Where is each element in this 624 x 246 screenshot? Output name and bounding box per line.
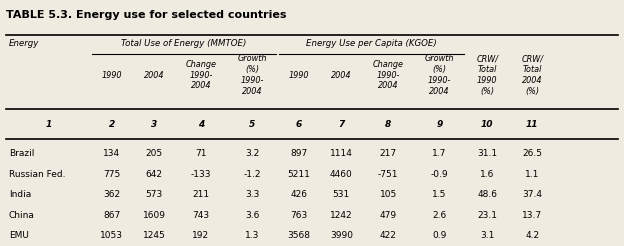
- Text: 422: 422: [379, 231, 397, 240]
- Text: 134: 134: [103, 149, 120, 158]
- Text: 531: 531: [333, 190, 350, 199]
- Text: TABLE 5.3. Energy use for selected countries: TABLE 5.3. Energy use for selected count…: [6, 10, 287, 20]
- Text: 2: 2: [109, 120, 115, 129]
- Text: 7: 7: [338, 120, 344, 129]
- Text: 26.5: 26.5: [522, 149, 542, 158]
- Text: 2004: 2004: [144, 71, 164, 79]
- Text: China: China: [9, 211, 34, 219]
- Text: 3.6: 3.6: [245, 211, 260, 219]
- Text: 13.7: 13.7: [522, 211, 542, 219]
- Text: CRW/
Total
1990
(%): CRW/ Total 1990 (%): [476, 54, 499, 96]
- Text: Total Use of Energy (MMTOE): Total Use of Energy (MMTOE): [122, 39, 246, 48]
- Text: 4.2: 4.2: [525, 231, 539, 240]
- Text: Energy: Energy: [9, 39, 39, 48]
- Text: 8: 8: [385, 120, 391, 129]
- Text: 192: 192: [192, 231, 210, 240]
- Text: 37.4: 37.4: [522, 190, 542, 199]
- Text: 2004: 2004: [331, 71, 351, 79]
- Text: 1.3: 1.3: [245, 231, 260, 240]
- Text: 1609: 1609: [143, 211, 165, 219]
- Text: 867: 867: [103, 211, 120, 219]
- Text: 642: 642: [145, 170, 163, 179]
- Text: Russian Fed.: Russian Fed.: [9, 170, 66, 179]
- Text: 1.6: 1.6: [480, 170, 495, 179]
- Text: 5211: 5211: [288, 170, 310, 179]
- Text: India: India: [9, 190, 31, 199]
- Text: 763: 763: [290, 211, 308, 219]
- Text: 775: 775: [103, 170, 120, 179]
- Text: 205: 205: [145, 149, 163, 158]
- Text: 1990: 1990: [289, 71, 309, 79]
- Text: 1.7: 1.7: [432, 149, 447, 158]
- Text: 5: 5: [249, 120, 255, 129]
- Text: 897: 897: [290, 149, 308, 158]
- Text: 71: 71: [195, 149, 207, 158]
- Text: Brazil: Brazil: [9, 149, 34, 158]
- Text: 1245: 1245: [143, 231, 165, 240]
- Text: -751: -751: [378, 170, 398, 179]
- Text: Growth
(%)
1990-
2004: Growth (%) 1990- 2004: [237, 54, 267, 96]
- Text: 573: 573: [145, 190, 163, 199]
- Text: 4460: 4460: [330, 170, 353, 179]
- Text: 3.3: 3.3: [245, 190, 260, 199]
- Text: 31.1: 31.1: [477, 149, 497, 158]
- Text: 3.2: 3.2: [245, 149, 259, 158]
- Text: 1114: 1114: [330, 149, 353, 158]
- Text: 1242: 1242: [330, 211, 353, 219]
- Text: 426: 426: [290, 190, 308, 199]
- Text: 211: 211: [192, 190, 210, 199]
- Text: 4: 4: [198, 120, 204, 129]
- Text: 743: 743: [192, 211, 210, 219]
- Text: 48.6: 48.6: [477, 190, 497, 199]
- Text: Change
1990-
2004: Change 1990- 2004: [185, 60, 217, 90]
- Text: 6: 6: [296, 120, 302, 129]
- Text: 9: 9: [436, 120, 442, 129]
- Text: 1.1: 1.1: [525, 170, 540, 179]
- Text: 0.9: 0.9: [432, 231, 447, 240]
- Text: 3568: 3568: [288, 231, 310, 240]
- Text: 1.5: 1.5: [432, 190, 447, 199]
- Text: CRW/
Total
2004
(%): CRW/ Total 2004 (%): [521, 54, 544, 96]
- Text: -1.2: -1.2: [243, 170, 261, 179]
- Text: Growth
(%)
1990-
2004: Growth (%) 1990- 2004: [424, 54, 454, 96]
- Text: 105: 105: [379, 190, 397, 199]
- Text: 362: 362: [103, 190, 120, 199]
- Text: 1990: 1990: [102, 71, 122, 79]
- Text: 3990: 3990: [330, 231, 353, 240]
- Text: EMU: EMU: [9, 231, 29, 240]
- Text: 11: 11: [526, 120, 539, 129]
- Text: -133: -133: [191, 170, 211, 179]
- Text: 3.1: 3.1: [480, 231, 495, 240]
- Text: 3: 3: [151, 120, 157, 129]
- Text: 217: 217: [379, 149, 397, 158]
- Text: 1053: 1053: [100, 231, 123, 240]
- Text: 10: 10: [481, 120, 494, 129]
- Text: 479: 479: [379, 211, 397, 219]
- Text: Energy Use per Capita (KGOE): Energy Use per Capita (KGOE): [306, 39, 437, 48]
- Text: 23.1: 23.1: [477, 211, 497, 219]
- Text: -0.9: -0.9: [431, 170, 448, 179]
- Text: 2.6: 2.6: [432, 211, 446, 219]
- Text: 1: 1: [45, 120, 52, 129]
- Text: Change
1990-
2004: Change 1990- 2004: [373, 60, 404, 90]
